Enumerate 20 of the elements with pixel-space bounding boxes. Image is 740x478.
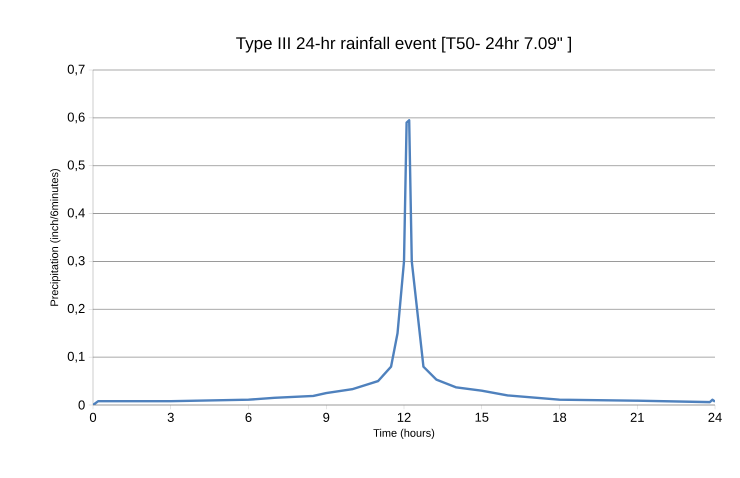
x-tick-label: 0 (90, 412, 96, 422)
y-axis-title: Precipitation (inch/6minutes) (50, 169, 60, 306)
y-tick-label: 0,6 (68, 112, 85, 124)
chart-title: Type III 24-hr rainfall event [T50- 24hr 7.09" ] (236, 36, 571, 53)
x-tick-label: 15 (476, 412, 488, 422)
x-tick-label: 3 (168, 412, 174, 422)
x-tick-label: 12 (398, 412, 411, 422)
y-tick-label: 0 (78, 400, 85, 410)
x-axis-title: Time (hours) (373, 428, 434, 439)
x-tick-label: 9 (323, 412, 330, 422)
x-tick-label: 21 (630, 412, 644, 422)
y-tick-label: 0,4 (68, 208, 85, 219)
y-tick-label: 0,7 (68, 64, 85, 76)
y-tick-label: 0,5 (68, 160, 85, 172)
x-tick-label: 6 (246, 412, 252, 422)
y-tick-label: 0,3 (68, 256, 85, 267)
y-tick-label: 0,2 (68, 304, 85, 315)
x-tick-label: 24 (708, 412, 722, 422)
y-tick-label: 0,1 (68, 352, 85, 362)
x-tick-label: 18 (553, 412, 566, 422)
